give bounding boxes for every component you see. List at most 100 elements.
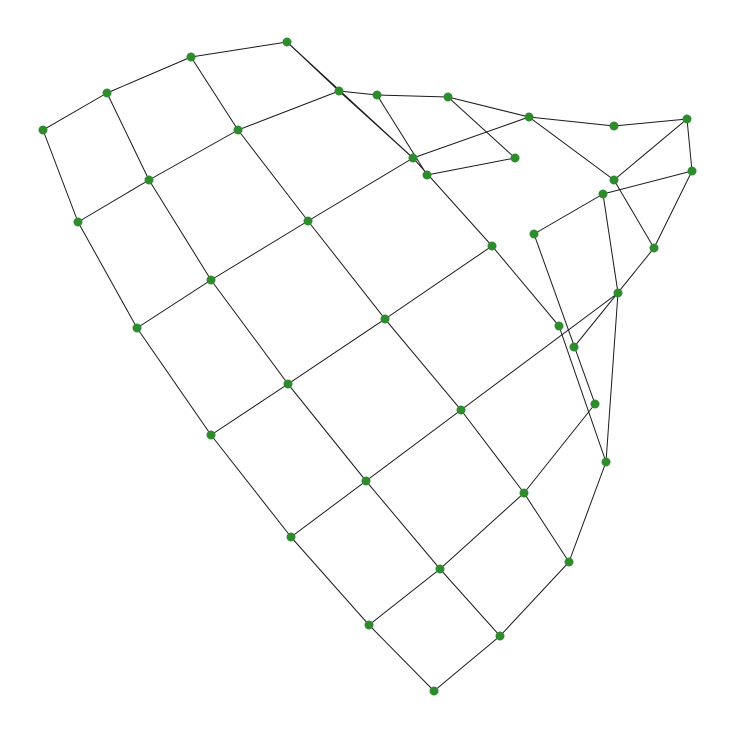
graph-node [601, 457, 611, 467]
graph-node [334, 86, 344, 96]
graph-edge [447, 96, 516, 159]
graph-edge [307, 157, 414, 222]
graph-node [598, 189, 608, 199]
graph-edge [528, 116, 615, 127]
edge-layer [42, 41, 693, 692]
graph-node [456, 405, 466, 415]
graph-edge [426, 157, 516, 176]
graph-edge [533, 233, 596, 405]
graph-edge [384, 318, 462, 411]
graph-node [422, 170, 432, 180]
graph-edge [439, 568, 501, 637]
graph-edge [533, 193, 604, 235]
graph-edge [439, 492, 525, 570]
graph-edge [613, 118, 688, 181]
graph-edge [210, 383, 289, 436]
graph-node [429, 686, 439, 696]
graph-edge [523, 403, 596, 494]
graph-node [564, 557, 574, 567]
graph-edge [376, 94, 428, 176]
graph-node [283, 379, 293, 389]
graph-edge [237, 90, 340, 131]
graph-node [609, 175, 619, 185]
graph-edge [77, 221, 138, 329]
graph-edge [653, 170, 693, 249]
graph-edge [190, 56, 239, 131]
graph-node [233, 125, 243, 135]
graph-node [590, 399, 600, 409]
graph-edge [290, 536, 370, 626]
graph-edge [447, 96, 530, 118]
graph-edge [368, 568, 441, 626]
graph-node [361, 476, 371, 486]
graph-node [519, 488, 529, 498]
graph-node [380, 314, 390, 324]
graph-node [524, 112, 534, 122]
graph-edge [148, 129, 239, 181]
graph-edge [523, 492, 570, 563]
graph-node [303, 216, 313, 226]
graph-node [443, 92, 453, 102]
graph-edge [602, 193, 619, 294]
graph-edge [290, 480, 367, 538]
graph-node [144, 175, 154, 185]
graph-node [286, 532, 296, 542]
graph-edge [338, 90, 414, 159]
graph-edge [686, 118, 693, 172]
graph-edge [210, 220, 309, 281]
graph-edge [460, 292, 619, 411]
graph-node [435, 564, 445, 574]
graph-edge [573, 247, 655, 348]
graph-edge [136, 279, 212, 329]
graph-edge [148, 179, 212, 281]
graph-node [186, 52, 196, 62]
graph-node [649, 243, 659, 253]
graph-node [364, 620, 374, 630]
graph-node [569, 342, 579, 352]
graph-edge [613, 179, 655, 249]
graph-edge [376, 94, 449, 98]
graph-edge [190, 41, 288, 58]
graph-node [495, 631, 505, 641]
graph-edge [210, 434, 292, 538]
graph-edge [42, 92, 108, 131]
graph-edge [287, 383, 367, 482]
graph-edge [42, 129, 79, 223]
graph-edge [237, 129, 309, 222]
graph-node [487, 241, 497, 251]
graph-edge [365, 409, 462, 482]
graph-edge [460, 409, 525, 494]
graph-node [206, 275, 216, 285]
graph-edge [602, 170, 693, 195]
graph-node [613, 288, 623, 298]
graph-edge [210, 279, 289, 385]
graph-edge [338, 90, 378, 96]
graph-edge [307, 220, 386, 320]
graph-node [206, 430, 216, 440]
graph-edge [287, 318, 386, 385]
graph-edge [106, 56, 192, 94]
graph-node [510, 153, 520, 163]
graph-edge [558, 325, 607, 463]
graph-edge [365, 480, 441, 570]
graph-edge [106, 92, 150, 181]
graph-node [554, 321, 564, 331]
graph-edge [528, 116, 615, 181]
graph-node [529, 229, 539, 239]
node-layer [38, 37, 697, 696]
graph-edge [77, 179, 150, 223]
graph-edge [412, 116, 530, 159]
graph-edge [568, 461, 607, 563]
graph-node [408, 153, 418, 163]
graph-edge [605, 292, 619, 463]
graph-node [282, 37, 292, 47]
graph-edge [613, 118, 688, 127]
graph-node [682, 114, 692, 124]
graph-edge [384, 245, 493, 320]
graph-node [372, 90, 382, 100]
graph-node [687, 166, 697, 176]
graph-node [102, 88, 112, 98]
graph-edge [368, 624, 435, 692]
graph-node [73, 217, 83, 227]
